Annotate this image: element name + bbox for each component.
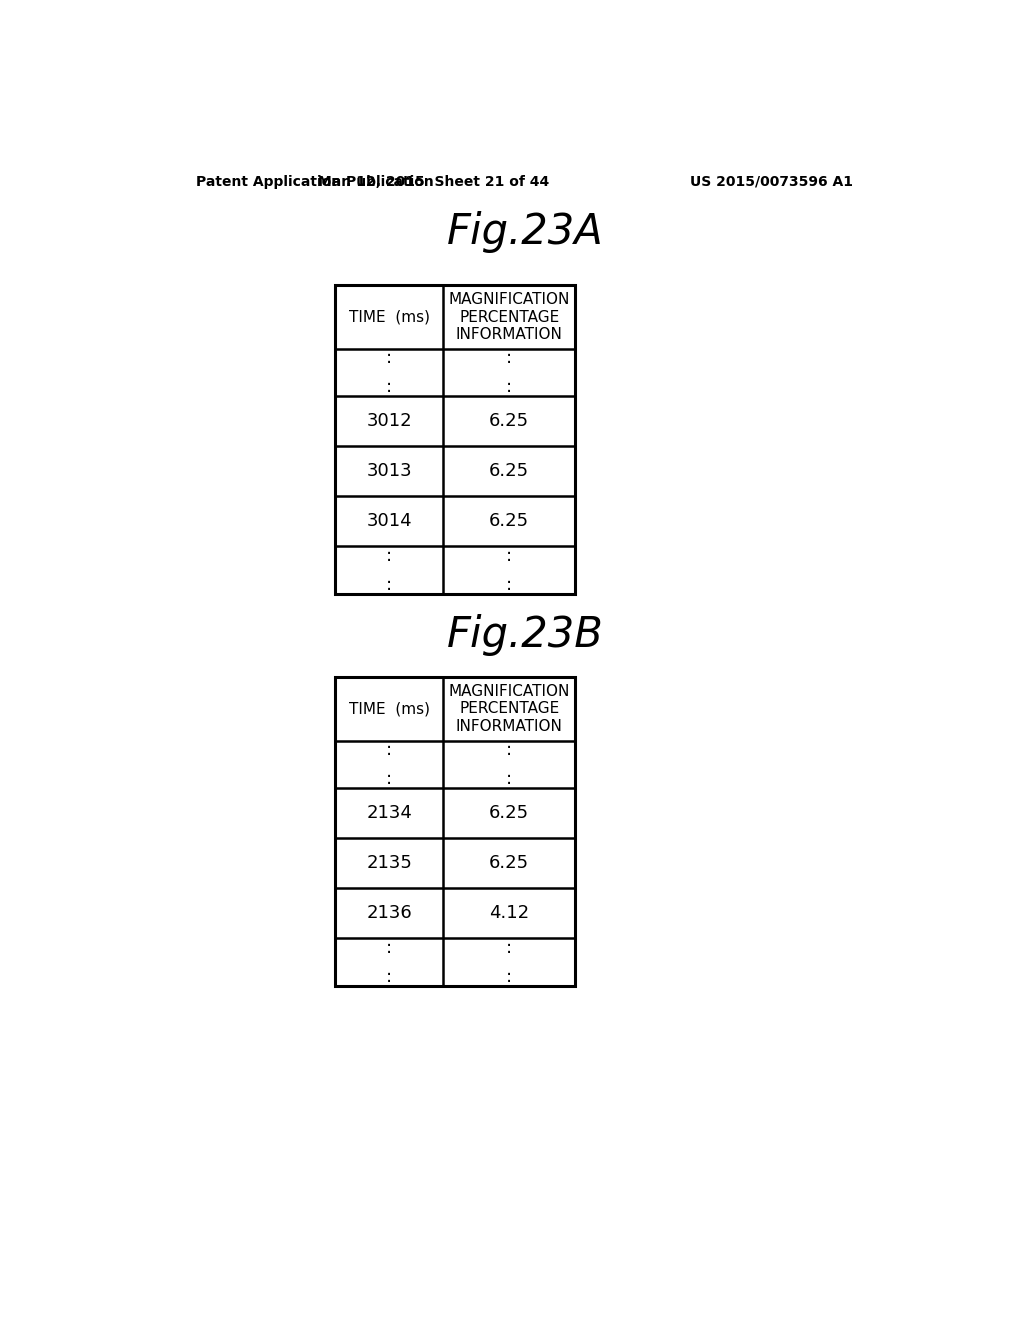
Text: TIME  (ms): TIME (ms) <box>349 309 430 325</box>
Text: 6.25: 6.25 <box>489 512 529 531</box>
Text: :
:: : : <box>506 741 512 788</box>
Text: 6.25: 6.25 <box>489 804 529 822</box>
Text: Fig.23B: Fig.23B <box>446 614 603 656</box>
Text: :
:: : : <box>386 348 392 396</box>
Text: 2134: 2134 <box>367 804 412 822</box>
Text: US 2015/0073596 A1: US 2015/0073596 A1 <box>690 174 853 189</box>
Text: 4.12: 4.12 <box>489 904 529 923</box>
Text: Patent Application Publication: Patent Application Publication <box>197 174 434 189</box>
Text: 3014: 3014 <box>367 512 412 531</box>
Text: Mar. 12, 2015  Sheet 21 of 44: Mar. 12, 2015 Sheet 21 of 44 <box>318 174 550 189</box>
Text: MAGNIFICATION
PERCENTAGE
INFORMATION: MAGNIFICATION PERCENTAGE INFORMATION <box>449 292 570 342</box>
Text: Fig.23A: Fig.23A <box>446 211 603 252</box>
Text: 3012: 3012 <box>367 412 412 430</box>
Text: 2135: 2135 <box>367 854 412 873</box>
Text: :
:: : : <box>506 348 512 396</box>
Text: TIME  (ms): TIME (ms) <box>349 701 430 717</box>
Bar <box>335 677 575 986</box>
Text: :
:: : : <box>386 546 392 594</box>
Text: 6.25: 6.25 <box>489 854 529 873</box>
Text: 6.25: 6.25 <box>489 412 529 430</box>
Text: MAGNIFICATION
PERCENTAGE
INFORMATION: MAGNIFICATION PERCENTAGE INFORMATION <box>449 684 570 734</box>
Bar <box>335 285 575 594</box>
Text: :
:: : : <box>506 546 512 594</box>
Text: 3013: 3013 <box>367 462 412 480</box>
Text: :
:: : : <box>506 939 512 986</box>
Text: :
:: : : <box>386 939 392 986</box>
Text: 6.25: 6.25 <box>489 462 529 480</box>
Text: :
:: : : <box>386 741 392 788</box>
Text: 2136: 2136 <box>367 904 412 923</box>
